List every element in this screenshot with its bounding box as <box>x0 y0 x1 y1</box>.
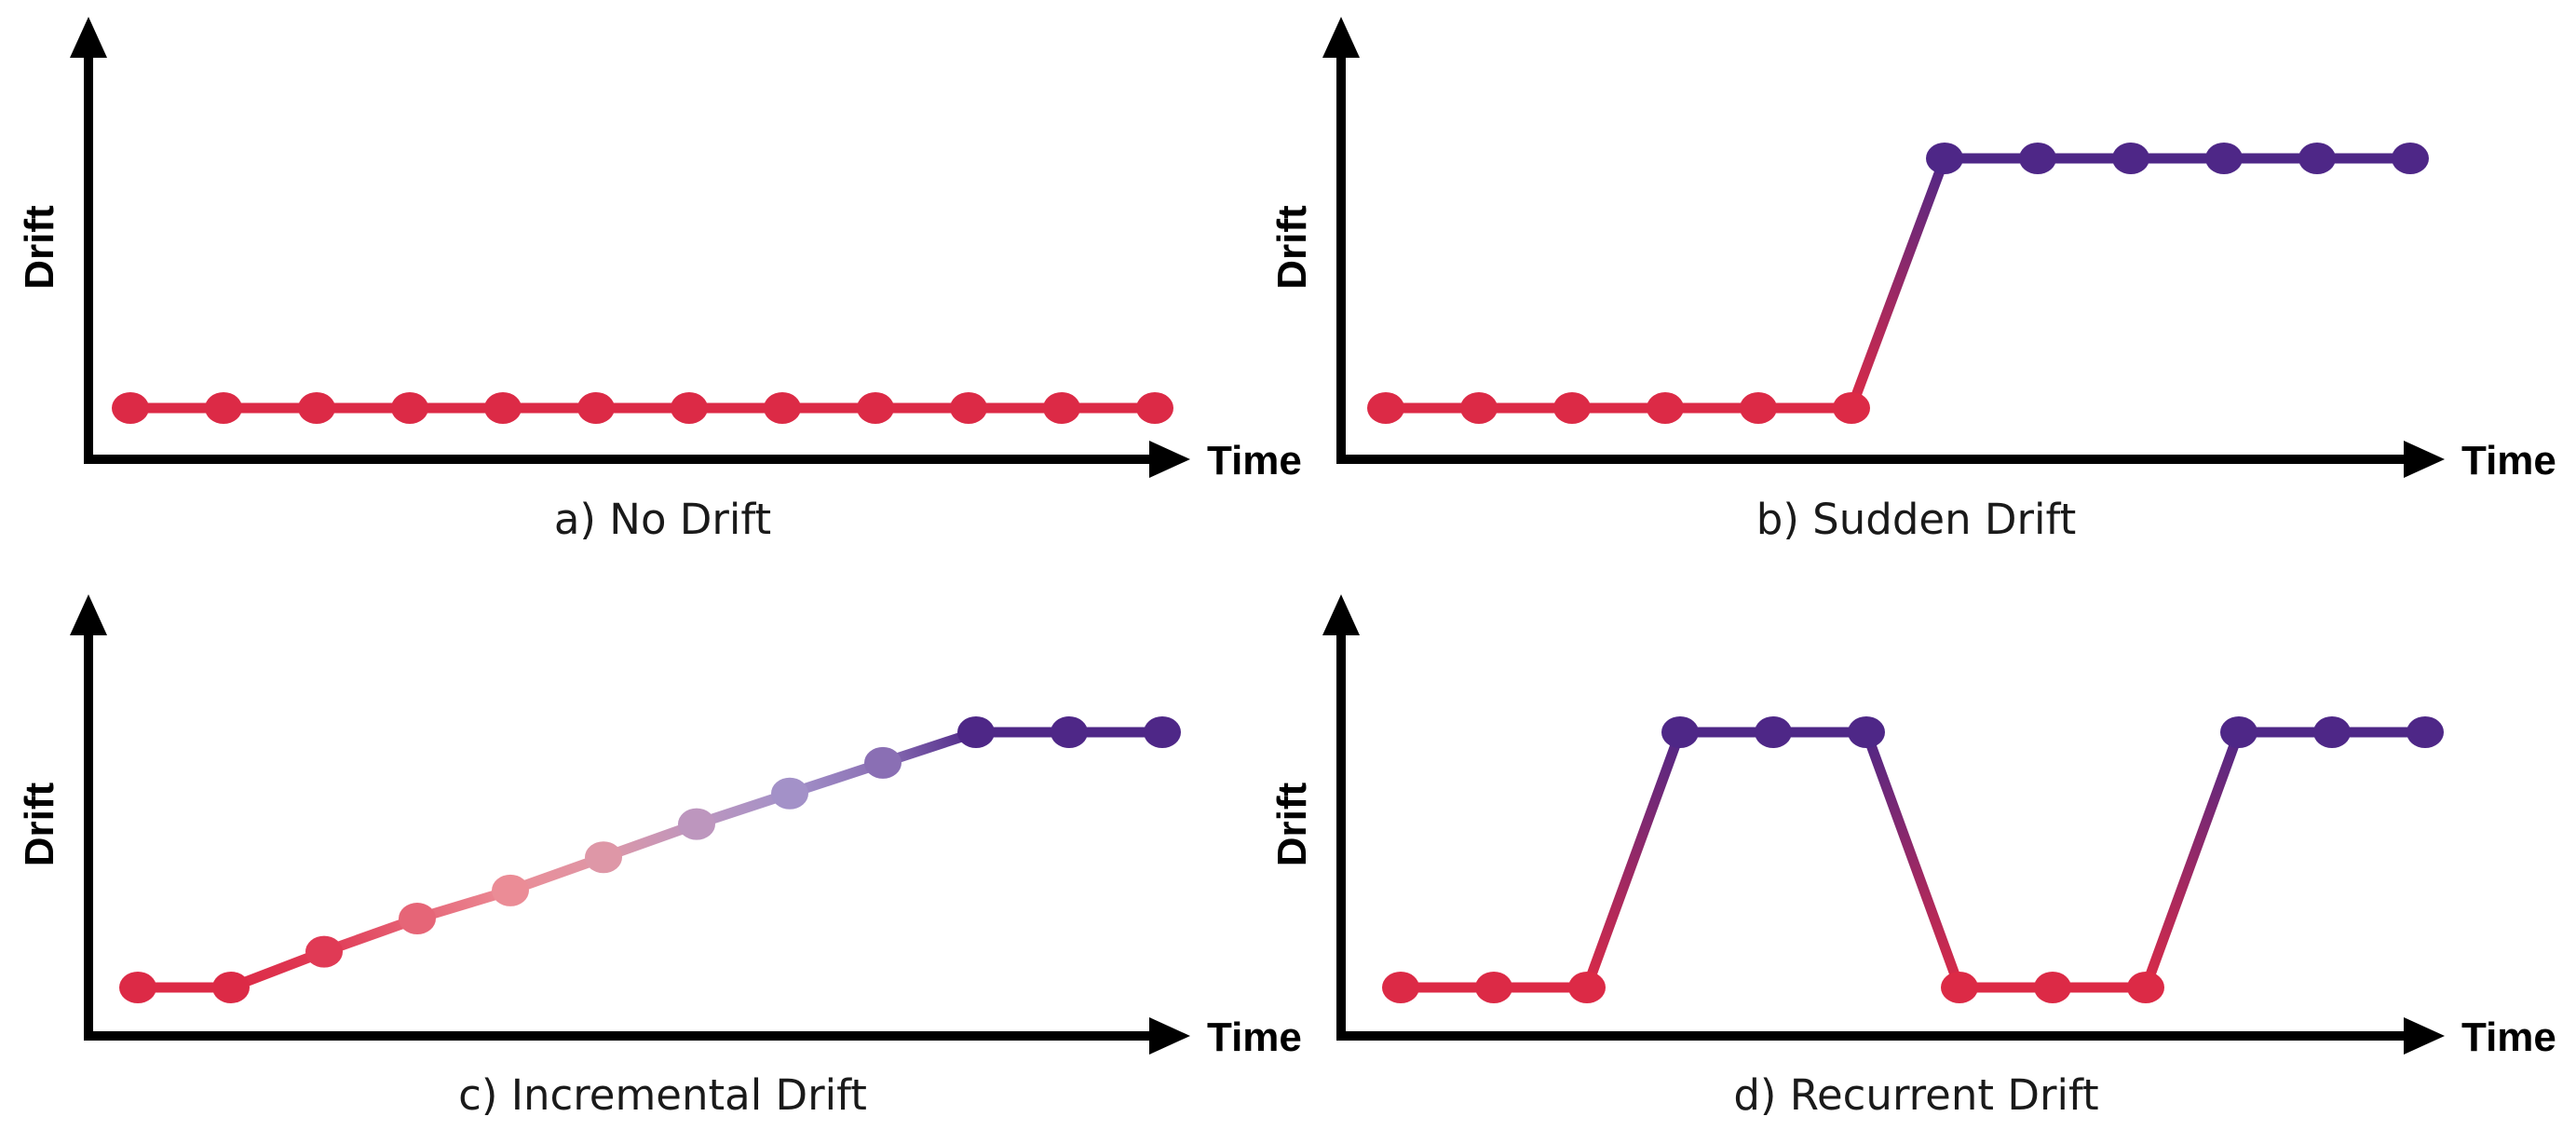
panel-caption: a) No Drift <box>554 495 771 544</box>
data-point <box>2112 143 2149 174</box>
line-segment <box>1581 727 1686 993</box>
data-point <box>2392 143 2429 174</box>
data-point <box>1382 972 1419 1003</box>
data-point <box>950 392 987 424</box>
drift-series-points <box>112 392 1173 424</box>
data-point <box>205 392 242 424</box>
drift-panel-a: Time Drift a) No Drift <box>17 17 1302 544</box>
data-point <box>2220 716 2257 748</box>
data-point <box>1136 392 1173 424</box>
drift-panel-c: Time Drift c) Incremental Drift <box>17 594 1302 1120</box>
data-point <box>1833 392 1870 424</box>
drift-series-points <box>1367 143 2429 424</box>
drift-series-points <box>1382 716 2444 1003</box>
data-point <box>864 746 902 779</box>
data-point <box>112 392 149 424</box>
data-point <box>2127 972 2164 1003</box>
data-point <box>212 972 250 1003</box>
data-point <box>1475 972 1512 1003</box>
x-axis-label: Time <box>1207 438 1302 483</box>
x-axis-arrow-icon <box>2404 1017 2445 1055</box>
y-axis-label: Drift <box>1269 205 1315 290</box>
line-segment <box>1846 153 1950 414</box>
data-point <box>2407 716 2444 748</box>
data-point <box>771 777 808 810</box>
x-axis-arrow-icon <box>1149 1017 1190 1055</box>
data-point <box>305 935 343 968</box>
data-point <box>1051 716 1088 748</box>
y-axis-label: Drift <box>17 782 62 866</box>
data-point <box>678 808 715 840</box>
data-point <box>1367 392 1404 424</box>
drift-panel-b: Time Drift b) Sudden Drift <box>1269 17 2556 544</box>
data-point <box>1926 143 1963 174</box>
data-point <box>2019 143 2056 174</box>
drift-series-line <box>132 727 1168 993</box>
data-point <box>1568 972 1606 1003</box>
data-point <box>2034 972 2071 1003</box>
data-point <box>1661 716 1699 748</box>
y-axis-arrow-icon <box>70 17 107 58</box>
line-segment <box>2140 727 2244 993</box>
data-point <box>2205 143 2243 174</box>
y-axis-arrow-icon <box>1322 594 1360 635</box>
data-point <box>671 392 708 424</box>
y-axis-label: Drift <box>17 205 62 290</box>
y-axis-label: Drift <box>1269 782 1315 866</box>
x-axis-label: Time <box>2461 438 2556 483</box>
data-point <box>1460 392 1498 424</box>
data-point <box>1848 716 1885 748</box>
data-point <box>1941 972 1978 1003</box>
data-point <box>2298 143 2336 174</box>
y-axis-arrow-icon <box>1322 17 1360 58</box>
data-point <box>764 392 801 424</box>
drift-series-line <box>1380 153 2416 414</box>
data-point <box>1755 716 1792 748</box>
data-point <box>1647 392 1684 424</box>
drift-panel-d: Time Drift d) Recurrent Drift <box>1269 594 2556 1120</box>
x-axis-arrow-icon <box>2404 441 2445 478</box>
data-point <box>298 392 335 424</box>
data-point <box>1144 716 1181 748</box>
data-point <box>957 716 995 748</box>
data-point <box>399 903 436 935</box>
data-point <box>484 392 522 424</box>
data-point <box>1553 392 1591 424</box>
data-point <box>1740 392 1777 424</box>
data-point <box>577 392 615 424</box>
line-segment <box>1861 727 1965 993</box>
data-point <box>492 874 529 906</box>
panel-caption: d) Recurrent Drift <box>1733 1070 2098 1120</box>
panel-caption: c) Incremental Drift <box>458 1070 867 1120</box>
data-point <box>585 841 622 874</box>
panel-caption: b) Sudden Drift <box>1756 495 2077 544</box>
data-point <box>391 392 428 424</box>
drift-series-points <box>119 716 1181 1003</box>
x-axis-label: Time <box>1207 1014 1302 1060</box>
x-axis-arrow-icon <box>1149 441 1190 478</box>
data-point <box>119 972 156 1003</box>
data-point <box>857 392 894 424</box>
y-axis-arrow-icon <box>70 594 107 635</box>
x-axis-label: Time <box>2461 1014 2556 1060</box>
data-point <box>1043 392 1080 424</box>
drift-series-line <box>1395 727 2431 993</box>
data-point <box>2313 716 2351 748</box>
